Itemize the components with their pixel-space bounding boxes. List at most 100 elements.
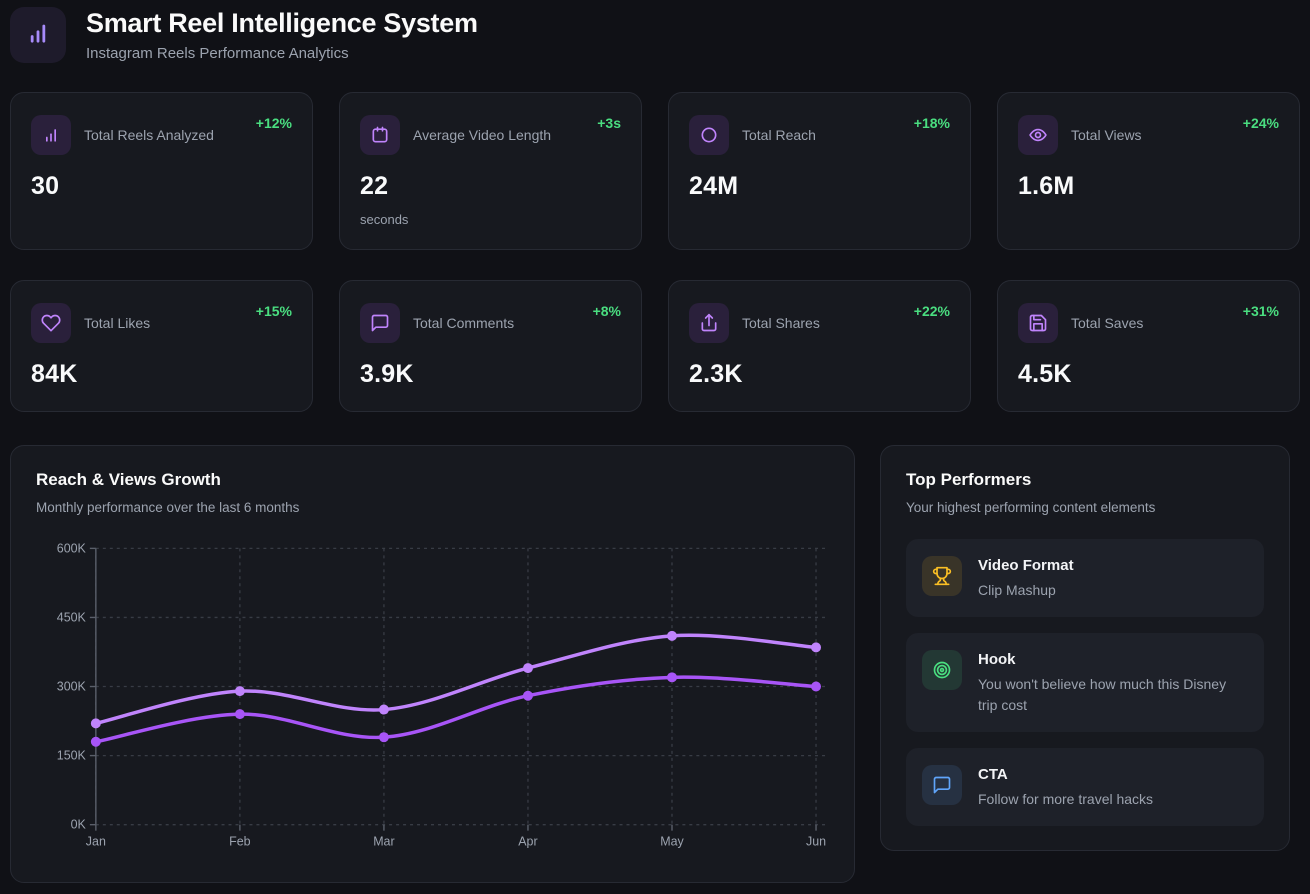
trophy-icon: [922, 556, 962, 596]
stat-label: Total Shares: [742, 315, 820, 331]
reach-views-growth-panel: Reach & Views Growth Monthly performance…: [10, 445, 855, 883]
stat-card-header: Total Shares +22%: [689, 303, 950, 343]
stat-value: 1.6M: [1018, 172, 1075, 200]
stat-card: Total Reels Analyzed +12% 30: [10, 92, 313, 250]
app-logo: [10, 7, 66, 63]
data-point-views: [522, 690, 533, 701]
stat-value: 4.5K: [1018, 360, 1072, 388]
bar-chart-icon: [24, 19, 52, 52]
data-point-reach: [522, 663, 533, 674]
heart-icon: [31, 303, 71, 343]
stat-change-badge: +18%: [913, 115, 950, 131]
stat-label: Average Video Length: [413, 127, 552, 143]
stat-card: Total Comments +8% 3.9K: [339, 280, 642, 412]
data-point-views: [378, 732, 389, 743]
performer-title: Hook: [978, 651, 1016, 669]
stat-label: Total Reach: [742, 127, 816, 143]
bar-chart-icon: [31, 115, 71, 155]
x-axis-tick-label: Apr: [518, 835, 537, 849]
stat-value: 84K: [31, 360, 78, 388]
stat-label: Total Saves: [1071, 315, 1144, 331]
eye-icon: [1018, 115, 1058, 155]
stats-grid: Total Reels Analyzed +12% 30 Average Vid…: [10, 92, 1300, 412]
x-axis-tick-label: May: [660, 835, 684, 849]
data-point-views: [667, 672, 677, 683]
stat-card-header: Total Reach +18%: [689, 115, 950, 155]
data-point-reach: [90, 718, 101, 729]
stat-value: 30: [31, 172, 60, 200]
data-point-views: [234, 709, 245, 720]
circle-icon: [689, 115, 729, 155]
bottom-section: Reach & Views Growth Monthly performance…: [10, 445, 1300, 883]
data-point-reach: [667, 630, 677, 641]
stat-card: Total Shares +22% 2.3K: [668, 280, 971, 412]
y-axis-tick-label: 150K: [57, 749, 87, 763]
y-axis-tick-label: 600K: [57, 541, 87, 555]
save-icon: [1018, 303, 1058, 343]
performer-item: Video Format Clip Mashup: [906, 539, 1264, 618]
x-axis-tick-label: Mar: [373, 835, 394, 849]
stat-change-badge: +31%: [1242, 303, 1279, 319]
reach-views-chart-svg: 0K 150K 300K 450K 600K Jan Feb Mar Apr May Jun: [57, 541, 829, 849]
top-performers-title: Top Performers: [906, 470, 1032, 489]
stat-card-header: Average Video Length +3s: [360, 115, 621, 155]
y-axis-tick-label: 0K: [71, 818, 87, 832]
chart-title: Reach & Views Growth: [36, 470, 221, 489]
chart-subtitle: Monthly performance over the last 6 mont…: [36, 500, 300, 515]
data-point-reach: [811, 642, 822, 653]
performer-item: CTA Follow for more travel hacks: [906, 747, 1264, 827]
stat-value: 2.3K: [689, 360, 743, 388]
stat-value: 3.9K: [360, 360, 414, 388]
performer-item: Hook You won't believe how much this Dis…: [906, 633, 1264, 732]
x-axis-tick-label: Jun: [806, 835, 826, 849]
x-axis-tick-label: Feb: [229, 835, 251, 849]
stat-label: Total Comments: [413, 315, 515, 331]
top-performers-panel: Top Performers Your highest performing c…: [880, 445, 1290, 852]
stat-card: Total Saves +31% 4.5K: [997, 280, 1300, 412]
stat-sub-label: seconds: [360, 212, 409, 227]
stat-change-badge: +15%: [255, 303, 292, 319]
data-point-views: [811, 681, 822, 692]
performer-title: Video Format: [978, 557, 1074, 574]
stat-card-header: Total Views +24%: [1018, 115, 1279, 155]
stat-card: Total Views +24% 1.6M: [997, 92, 1300, 250]
share-icon: [689, 303, 729, 343]
stat-change-badge: +22%: [913, 303, 950, 319]
stat-label: Total Reels Analyzed: [84, 127, 214, 143]
stat-change-badge: +24%: [1242, 115, 1279, 131]
stat-card-header: Total Saves +31%: [1018, 303, 1279, 343]
chat-icon: [922, 764, 962, 805]
target-icon: [922, 650, 962, 691]
stat-card: Total Reach +18% 24M: [668, 92, 971, 250]
top-performers-subtitle: Your highest performing content elements: [906, 500, 1156, 515]
series-line-reach: [94, 633, 818, 726]
reach-views-line-chart: 0K 150K 300K 450K 600K Jan Feb Mar Apr May Jun: [36, 533, 829, 858]
app-header: Smart Reel Intelligence System Instagram…: [10, 7, 1300, 63]
stat-label: Total Views: [1071, 127, 1142, 143]
stat-change-badge: +12%: [255, 115, 292, 131]
page-title: Smart Reel Intelligence System: [86, 8, 478, 38]
performer-title: CTA: [978, 765, 1008, 783]
performer-description: You won't believe how much this Disney t…: [978, 676, 1227, 713]
stat-card: Average Video Length +3s 22 seconds: [339, 92, 642, 250]
data-point-reach: [378, 704, 389, 715]
performer-text: CTA Follow for more travel hacks: [978, 765, 1153, 809]
stat-card-header: Total Likes +15%: [31, 303, 292, 343]
y-axis-tick-label: 300K: [57, 680, 87, 694]
stat-change-badge: +8%: [592, 303, 621, 319]
performer-description: Follow for more travel hacks: [978, 790, 1154, 807]
data-point-views: [90, 736, 101, 747]
app-header-text: Smart Reel Intelligence System Instagram…: [86, 8, 478, 62]
stat-value: 22: [360, 172, 389, 200]
performer-text: Hook You won't believe how much this Dis…: [978, 650, 1248, 715]
data-point-reach: [234, 686, 245, 697]
stat-change-badge: +3s: [597, 115, 621, 131]
performer-text: Video Format Clip Mashup: [978, 556, 1074, 600]
performer-list: Video Format Clip Mashup Hook You won't …: [906, 539, 1264, 827]
stat-card-header: Total Reels Analyzed +12%: [31, 115, 292, 155]
series-line-views: [94, 675, 818, 744]
performer-description: Clip Mashup: [978, 582, 1056, 598]
comment-icon: [360, 303, 400, 343]
page-subtitle: Instagram Reels Performance Analytics: [86, 45, 349, 62]
